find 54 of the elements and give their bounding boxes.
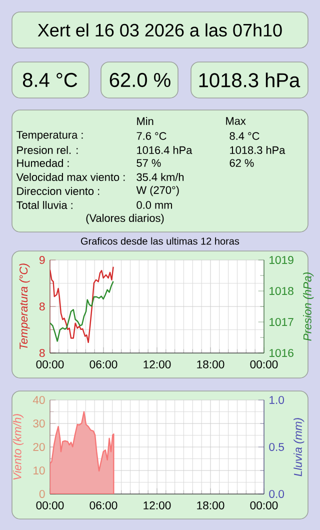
text: 1016.4 hPa	[137, 146, 192, 154]
chart-title: Graficos desde las ultimas 12 horas	[81, 237, 240, 245]
text: Temperatura :	[16, 131, 83, 141]
y2-tick-label: 1018	[270, 286, 294, 295]
y-tick-label: 20	[33, 442, 45, 451]
x-tick-label: 00:00	[250, 360, 278, 368]
y2-axis-title: Lluvia (mm)	[294, 418, 304, 476]
y2-tick-label: 0.0	[269, 490, 284, 498]
x-tick-label: 00:00	[36, 360, 64, 368]
y-axis-title: Viento (km/h)	[12, 414, 24, 480]
text: Direccion viento :	[17, 186, 100, 196]
text: 62 %	[230, 159, 254, 167]
y-tick-label: 30	[33, 419, 45, 428]
text: Presion rel. :	[17, 146, 78, 154]
text: Max	[226, 117, 246, 125]
text: 8.4 °C	[230, 132, 260, 140]
line-series	[50, 266, 114, 344]
y2-tick-label: 1017	[270, 318, 294, 326]
y-tick-label: 10	[34, 466, 45, 474]
y2-tick-label: 1016	[270, 348, 294, 357]
text: Min	[137, 117, 154, 125]
text: Humedad :	[17, 158, 69, 168]
y-tick-label: 9	[40, 256, 45, 264]
text: Xert el 16 03 2026 a las 07h10	[38, 23, 282, 37]
y2-tick-label: 1.0	[270, 396, 284, 404]
text: Total lluvia :	[16, 200, 72, 210]
x-tick-label: 18:00	[197, 501, 224, 510]
x-tick-label: 06:00	[90, 501, 118, 510]
text: (Valores diarios)	[86, 214, 164, 224]
line-series	[50, 280, 114, 342]
x-tick-label: 12:00	[144, 360, 171, 368]
x-tick-label: 18:00	[197, 360, 224, 368]
x-tick-label: 12:00	[144, 501, 171, 510]
text: 7.6 °C	[136, 132, 166, 140]
y-tick-label: 0	[39, 490, 45, 498]
y-axis-title: Temperatura (°C)	[19, 264, 30, 350]
text: 0.0 mm	[136, 201, 172, 209]
text: 35.4 km/h	[136, 172, 184, 182]
text: 1018.3 hPa	[199, 72, 300, 88]
text: 1018.3 hPa	[230, 146, 286, 154]
y-tick-label: 8	[39, 348, 45, 357]
y2-axis-title: Presion (hPa)	[303, 272, 314, 341]
text: 57 %	[136, 159, 161, 167]
y-tick-label: 8	[39, 302, 45, 310]
text: Velocidad max viento :	[16, 172, 125, 182]
x-tick-label: 00:00	[36, 501, 64, 510]
text: 8.4 °C	[22, 72, 78, 88]
y2-tick-label: 0.5	[269, 442, 284, 451]
text: 62.0 %	[110, 72, 170, 88]
x-tick-label: 00:00	[250, 501, 278, 510]
y2-tick-label: 1019	[270, 256, 294, 264]
y-tick-label: 40	[32, 396, 45, 404]
text: W (270°)	[136, 186, 179, 196]
x-tick-label: 06:00	[90, 360, 118, 368]
